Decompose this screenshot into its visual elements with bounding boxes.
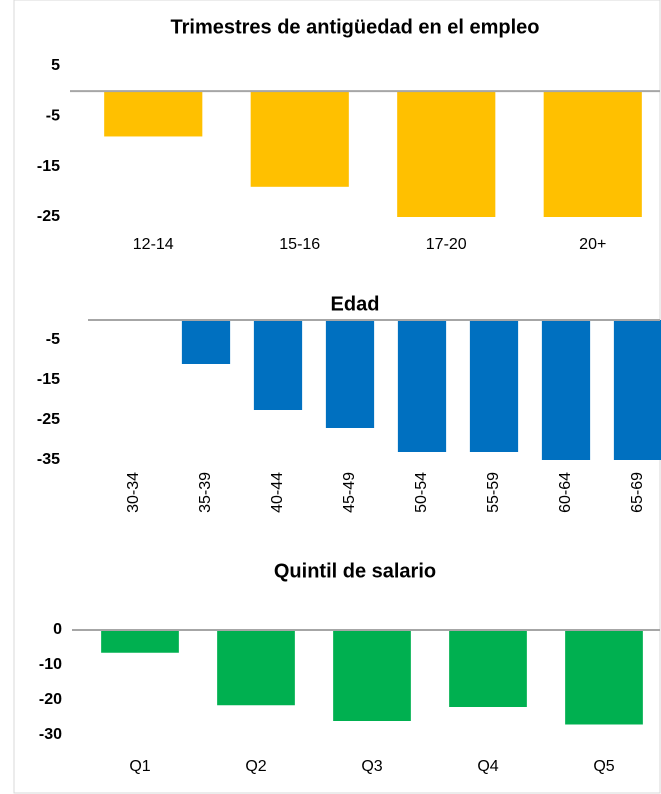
bar — [397, 91, 496, 217]
x-tick-label: 35-39 — [197, 472, 214, 513]
bar — [253, 320, 303, 410]
x-tick-label: Q5 — [593, 758, 614, 775]
chart-title: Trimestres de antigüedad en el empleo — [170, 16, 539, 38]
x-tick-label: Q2 — [245, 758, 266, 775]
bar — [333, 630, 411, 721]
y-tick-label: -25 — [37, 208, 60, 225]
y-tick-label: 0 — [53, 621, 62, 638]
x-tick-label: 40-44 — [269, 472, 286, 513]
y-tick-label: -5 — [46, 331, 60, 348]
chart-title: Quintil de salario — [274, 560, 436, 582]
bar — [217, 630, 295, 706]
x-tick-label: 55-59 — [485, 472, 502, 513]
x-tick-label: 17-20 — [426, 236, 467, 253]
chart-title: Edad — [331, 293, 380, 315]
bar — [449, 630, 527, 707]
x-tick-label: 30-34 — [125, 472, 142, 513]
bar — [181, 320, 231, 364]
y-tick-label: -25 — [37, 411, 60, 428]
bar — [543, 91, 642, 217]
bar — [541, 320, 591, 460]
y-tick-label: -30 — [39, 726, 62, 743]
bar — [565, 630, 643, 725]
x-tick-label: 65-69 — [629, 472, 646, 513]
bar — [397, 320, 447, 452]
y-tick-label: -10 — [39, 656, 62, 673]
y-tick-label: -15 — [37, 371, 60, 388]
bar — [469, 320, 519, 452]
x-tick-label: 20+ — [579, 236, 606, 253]
bar — [101, 630, 179, 653]
x-tick-label: 50-54 — [413, 472, 430, 513]
x-tick-label: 12-14 — [133, 236, 174, 253]
bar — [613, 320, 661, 460]
y-tick-label: 5 — [51, 57, 60, 74]
y-tick-label: -35 — [37, 451, 60, 468]
x-tick-label: Q4 — [477, 758, 498, 775]
bar — [250, 91, 349, 187]
x-tick-label: 45-49 — [341, 472, 358, 513]
bar — [325, 320, 375, 428]
bar — [104, 91, 203, 137]
x-tick-label: 15-16 — [279, 236, 320, 253]
y-tick-label: -15 — [37, 158, 60, 175]
y-tick-label: -5 — [46, 108, 60, 125]
y-tick-label: -20 — [39, 691, 62, 708]
x-tick-label: 60-64 — [557, 472, 574, 513]
x-tick-label: Q3 — [361, 758, 382, 775]
x-tick-label: Q1 — [129, 758, 150, 775]
